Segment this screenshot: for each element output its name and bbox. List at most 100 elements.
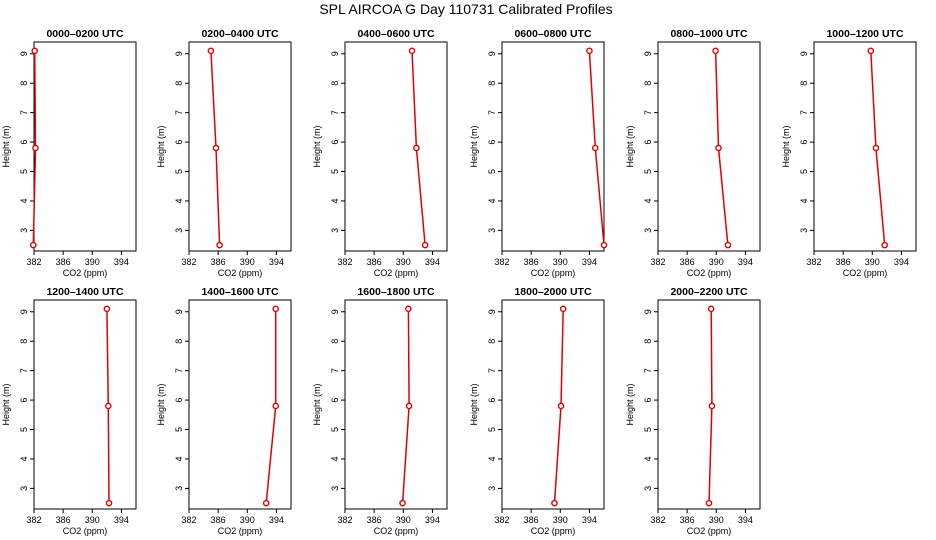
y-tick-label: 5 bbox=[174, 427, 184, 432]
y-tick-label: 7 bbox=[799, 110, 809, 115]
y-tick-label: 6 bbox=[643, 140, 653, 145]
x-tick-label: 394 bbox=[894, 257, 909, 267]
y-tick-label: 5 bbox=[330, 169, 340, 174]
y-tick-label: 4 bbox=[643, 456, 653, 461]
y-tick-label: 5 bbox=[643, 427, 653, 432]
x-tick-label: 394 bbox=[582, 257, 597, 267]
x-tick-label: 386 bbox=[524, 257, 539, 267]
y-tick-label: 9 bbox=[19, 51, 29, 56]
y-tick-label: 9 bbox=[643, 51, 653, 56]
y-tick-label: 3 bbox=[643, 228, 653, 233]
panel-3: 0400–0600 UTC 382 386 390 394 3 4 5 6 7 8 9 CO2 (ppm… bbox=[312, 28, 448, 278]
y-tick-label: 7 bbox=[643, 368, 653, 373]
y-tick-label: 4 bbox=[487, 198, 497, 203]
y-tick-label: 4 bbox=[330, 198, 340, 203]
data-point bbox=[586, 47, 593, 55]
y-axis-label: Height (m) bbox=[469, 383, 479, 425]
y-tick-label: 4 bbox=[330, 456, 340, 461]
plot-frame bbox=[33, 299, 137, 510]
x-tick-label: 382 bbox=[494, 515, 509, 525]
data-point bbox=[207, 47, 215, 55]
x-axis-label: CO2 (ppm) bbox=[63, 526, 108, 536]
x-tick-label: 382 bbox=[650, 257, 665, 267]
y-tick-label: 6 bbox=[330, 398, 340, 403]
y-tick-label: 4 bbox=[19, 198, 29, 203]
y-tick-label: 3 bbox=[799, 228, 809, 233]
x-tick-label: 390 bbox=[396, 515, 411, 525]
y-tick-label: 8 bbox=[799, 81, 809, 86]
panel-title: 0000–0200 UTC bbox=[46, 28, 123, 40]
y-tick-label: 6 bbox=[330, 140, 340, 145]
y-tick-label: 8 bbox=[487, 339, 497, 344]
panel-title: 0200–0400 UTC bbox=[201, 28, 278, 40]
x-tick-label: 386 bbox=[524, 515, 539, 525]
y-tick-label: 3 bbox=[174, 486, 184, 491]
panel-title: 2000–2200 UTC bbox=[670, 286, 747, 298]
x-tick-label: 390 bbox=[85, 257, 100, 267]
data-point bbox=[29, 241, 37, 249]
y-tick-label: 3 bbox=[643, 486, 653, 491]
x-tick-label: 382 bbox=[494, 257, 509, 267]
x-tick-label: 394 bbox=[425, 515, 440, 525]
y-tick-label: 7 bbox=[19, 110, 29, 115]
panel-2: 0200–0400 UTC 382 386 390 394 3 4 5 6 7 8 9 CO2 (ppm… bbox=[156, 28, 292, 278]
x-tick-label: 390 bbox=[553, 257, 568, 267]
figure-title: SPL AIRCOA G Day 110731 Calibrated Profi… bbox=[319, 1, 612, 17]
y-tick-label: 6 bbox=[174, 398, 184, 403]
x-tick-label: 382 bbox=[337, 257, 352, 267]
data-point bbox=[715, 144, 722, 152]
x-tick-label: 382 bbox=[26, 515, 41, 525]
y-tick-label: 9 bbox=[643, 309, 653, 314]
y-axis-label: Height (m) bbox=[781, 125, 791, 167]
data-point bbox=[881, 241, 888, 249]
x-tick-label: 386 bbox=[211, 257, 226, 267]
panel-6: 1000–1200 UTC 382 386 390 394 3 4 5 6 7 8 9 CO2 (ppm… bbox=[781, 28, 917, 278]
data-point bbox=[707, 305, 715, 313]
plot-frame bbox=[501, 299, 605, 510]
y-tick-label: 3 bbox=[330, 228, 340, 233]
y-axis-label: Height (m) bbox=[625, 383, 635, 425]
data-point bbox=[421, 241, 429, 249]
y-tick-label: 6 bbox=[487, 398, 497, 403]
y-tick-label: 8 bbox=[174, 339, 184, 344]
y-tick-label: 4 bbox=[174, 456, 184, 461]
panel-9: 1600–1800 UTC 382 386 390 394 3 4 5 6 7 8 9 CO2 (ppm… bbox=[312, 286, 448, 536]
plot-frame bbox=[188, 41, 292, 252]
y-axis-label: Height (m) bbox=[625, 125, 635, 167]
x-tick-label: 386 bbox=[680, 257, 695, 267]
data-point bbox=[872, 144, 880, 152]
y-tick-label: 6 bbox=[19, 140, 29, 145]
y-tick-label: 6 bbox=[487, 140, 497, 145]
panel-title: 0800–1000 UTC bbox=[670, 28, 747, 40]
y-tick-label: 8 bbox=[643, 81, 653, 86]
data-point bbox=[413, 144, 420, 152]
panel-5: 0800–1000 UTC 382 386 390 394 3 4 5 6 7 8 9 CO2 (ppm… bbox=[625, 28, 761, 278]
panel-title: 0400–0600 UTC bbox=[357, 28, 434, 40]
plot-frame bbox=[657, 41, 761, 252]
y-tick-label: 8 bbox=[19, 81, 29, 86]
y-axis-label: Height (m) bbox=[1, 383, 11, 425]
x-tick-label: 390 bbox=[85, 515, 100, 525]
x-tick-label: 394 bbox=[114, 257, 129, 267]
data-point bbox=[103, 305, 111, 313]
y-tick-label: 9 bbox=[174, 51, 184, 56]
panel-title: 1800–2000 UTC bbox=[514, 286, 591, 298]
data-point bbox=[272, 305, 280, 313]
y-tick-label: 5 bbox=[487, 169, 497, 174]
x-tick-label: 386 bbox=[367, 515, 382, 525]
panel-title: 1000–1200 UTC bbox=[826, 28, 903, 40]
data-point bbox=[262, 499, 270, 507]
y-tick-label: 9 bbox=[799, 51, 809, 56]
y-axis-label: Height (m) bbox=[312, 383, 322, 425]
x-tick-label: 382 bbox=[650, 515, 665, 525]
x-tick-label: 382 bbox=[337, 515, 352, 525]
y-tick-label: 8 bbox=[487, 81, 497, 86]
y-tick-label: 9 bbox=[19, 309, 29, 314]
plot-frame bbox=[344, 41, 448, 252]
data-point bbox=[600, 241, 608, 249]
data-point bbox=[712, 47, 719, 55]
y-tick-label: 5 bbox=[330, 427, 340, 432]
x-tick-label: 394 bbox=[582, 515, 597, 525]
data-point bbox=[212, 144, 220, 152]
